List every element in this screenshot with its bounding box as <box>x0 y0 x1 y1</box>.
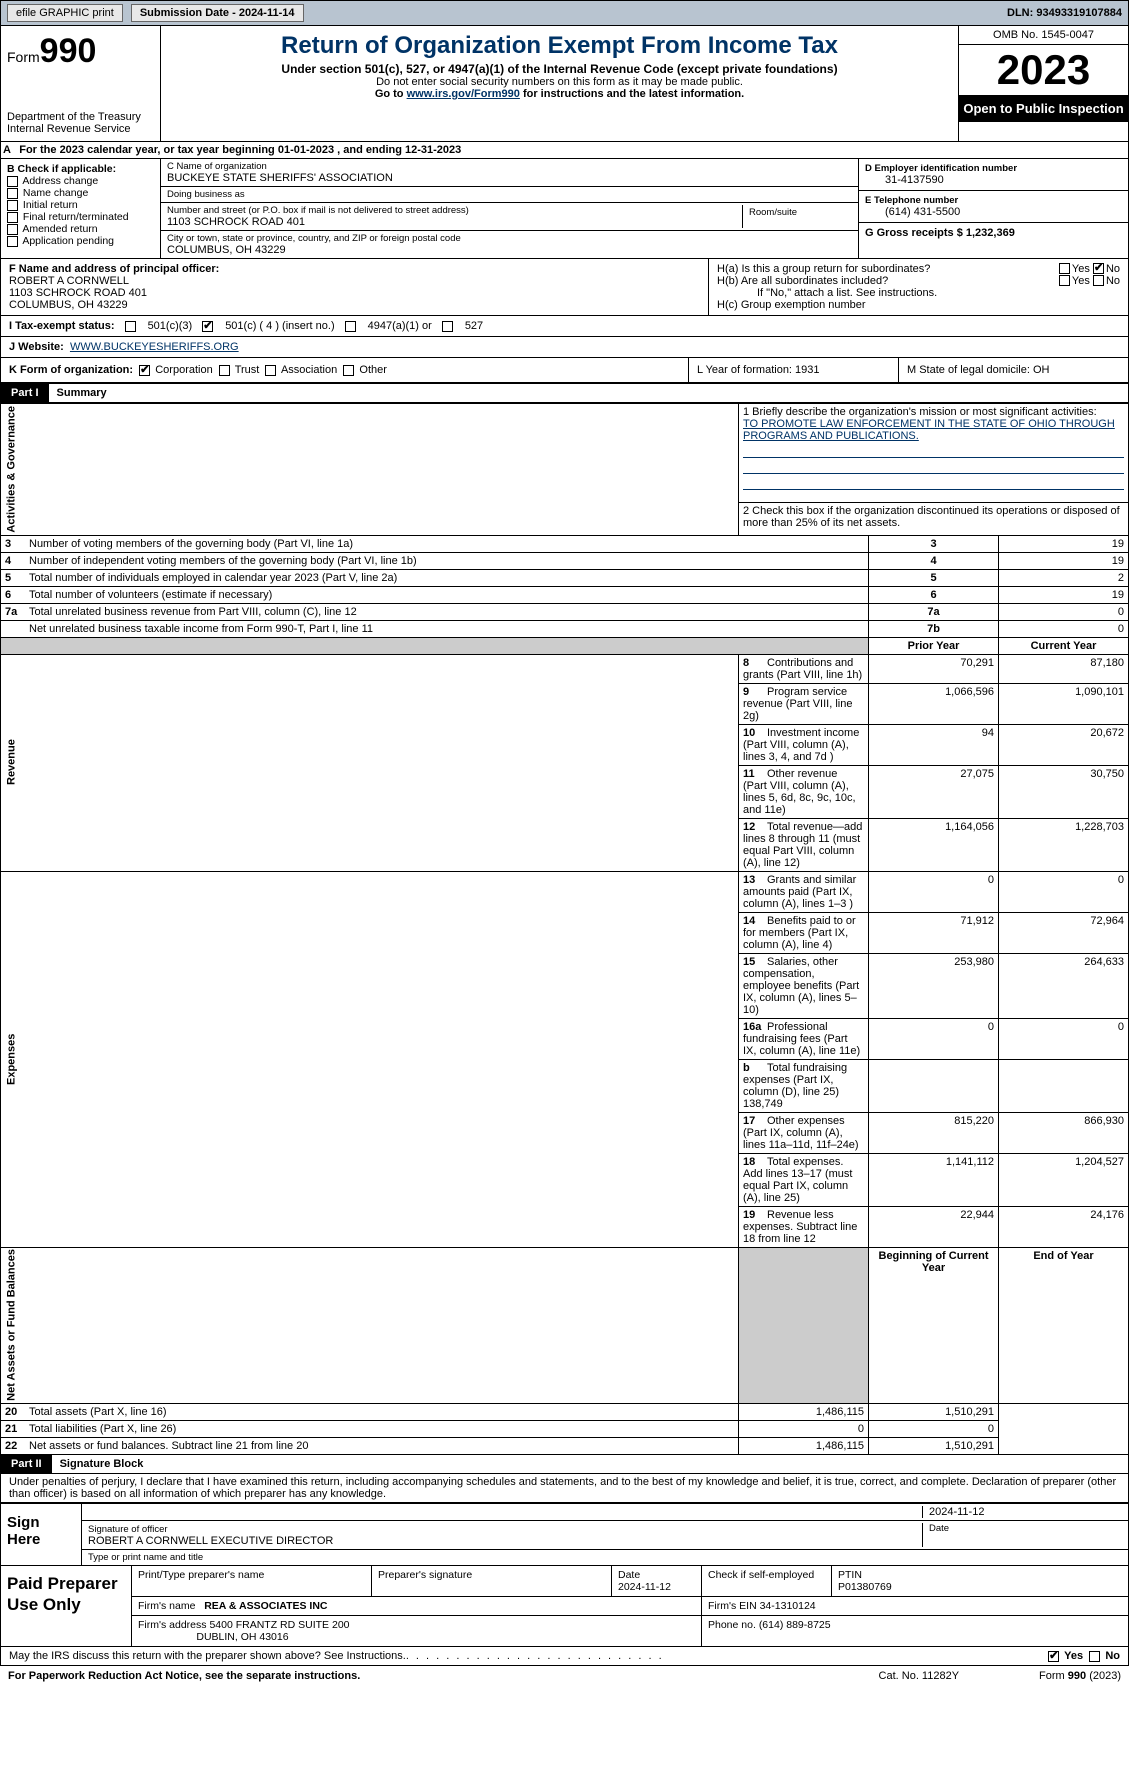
checkbox-name-change[interactable]: Name change <box>7 187 154 199</box>
side-governance: Activities & Governance <box>1 404 739 536</box>
submission-date: Submission Date - 2024-11-14 <box>131 4 304 22</box>
tax-year: 2023 <box>959 45 1128 95</box>
row-4: 4Number of independent voting members of… <box>1 552 1129 569</box>
row-7a: 7aTotal unrelated business revenue from … <box>1 603 1129 620</box>
box-b: B Check if applicable: Address change Na… <box>1 159 161 258</box>
box-c-city: City or town, state or province, country… <box>161 231 858 258</box>
may-discuss: May the IRS discuss this return with the… <box>0 1647 1129 1666</box>
topbar: efile GRAPHIC print Submission Date - 20… <box>0 0 1129 26</box>
box-c-street: Number and street (or P.O. box if mail i… <box>161 203 858 231</box>
checkbox-amended-return[interactable]: Amended return <box>7 223 154 235</box>
sig-declaration: Under penalties of perjury, I declare th… <box>0 1474 1129 1502</box>
ssn-note: Do not enter social security numbers on … <box>171 76 948 88</box>
row-i: I Tax-exempt status: 501(c)(3) 501(c) ( … <box>0 316 1129 337</box>
row-5: 5Total number of individuals employed in… <box>1 569 1129 586</box>
sign-here-block: Sign Here 2024-11-12 Signature of office… <box>0 1502 1129 1566</box>
checkbox-initial-return[interactable]: Initial return <box>7 199 154 211</box>
dept-treasury: Department of the Treasury Internal Reve… <box>7 111 154 135</box>
row-7b: Net unrelated business taxable income fr… <box>1 620 1129 637</box>
box-c-dba: Doing business as <box>161 187 858 203</box>
box-e: E Telephone number (614) 431-5500 <box>859 191 1128 223</box>
part1-header: Part I Summary <box>0 384 1129 403</box>
form-number: Form990 <box>7 32 154 71</box>
row-22: 22Net assets or fund balances. Subtract … <box>1 1438 1129 1455</box>
paid-preparer-block: Paid Preparer Use Only Print/Type prepar… <box>0 1566 1129 1647</box>
row-13: Expenses13Grants and similar amounts pai… <box>1 871 1129 912</box>
side-net: Net Assets or Fund Balances <box>1 1247 739 1404</box>
footer: For Paperwork Reduction Act Notice, see … <box>0 1666 1129 1686</box>
row-6: 6Total number of volunteers (estimate if… <box>1 586 1129 603</box>
box-b-label: B Check if applicable: <box>7 163 154 175</box>
row-a-period: A For the 2023 calendar year, or tax yea… <box>0 142 1129 159</box>
box-d: D Employer identification number 31-4137… <box>859 159 1128 191</box>
block-bcdefg: B Check if applicable: Address change Na… <box>0 159 1129 259</box>
box-g: G Gross receipts $ 1,232,369 <box>859 223 1128 243</box>
checkbox-address-change[interactable]: Address change <box>7 175 154 187</box>
form-title: Return of Organization Exempt From Incom… <box>171 32 948 60</box>
box-c-name: C Name of organization BUCKEYE STATE SHE… <box>161 159 858 187</box>
efile-btn[interactable]: efile GRAPHIC print <box>7 4 123 22</box>
omb-no: OMB No. 1545-0047 <box>959 26 1128 45</box>
website-link[interactable]: WWW.BUCKEYESHERIFFS.ORG <box>70 341 239 353</box>
dln: DLN: 93493319107884 <box>1007 7 1122 19</box>
row-8: Revenue8Contributions and grants (Part V… <box>1 654 1129 683</box>
row-3: 3Number of voting members of the governi… <box>1 535 1129 552</box>
checkbox-final-return-terminated[interactable]: Final return/terminated <box>7 211 154 223</box>
box-f: F Name and address of principal officer:… <box>1 259 708 315</box>
form-header: Form990 Department of the Treasury Inter… <box>0 26 1129 142</box>
open-inspection: Open to Public Inspection <box>959 95 1128 122</box>
form-subtitle: Under section 501(c), 527, or 4947(a)(1)… <box>171 62 948 76</box>
irs-link[interactable]: www.irs.gov/Form990 <box>407 88 520 100</box>
goto-note: Go to www.irs.gov/Form990 for instructio… <box>171 88 948 100</box>
part2-header: Part II Signature Block <box>0 1455 1129 1474</box>
row-f-h: F Name and address of principal officer:… <box>0 259 1129 316</box>
row-j: J Website: WWW.BUCKEYESHERIFFS.ORG <box>0 337 1129 358</box>
row-21: 21Total liabilities (Part X, line 26)00 <box>1 1421 1129 1438</box>
summary-table: Activities & Governance 1 Briefly descri… <box>0 403 1129 1455</box>
row-k: K Form of organization: Corporation Trus… <box>0 358 1129 384</box>
row-20: 20Total assets (Part X, line 16)1,486,11… <box>1 1404 1129 1421</box>
checkbox-application-pending[interactable]: Application pending <box>7 235 154 247</box>
box-h: H(a) Is this a group return for subordin… <box>708 259 1128 315</box>
